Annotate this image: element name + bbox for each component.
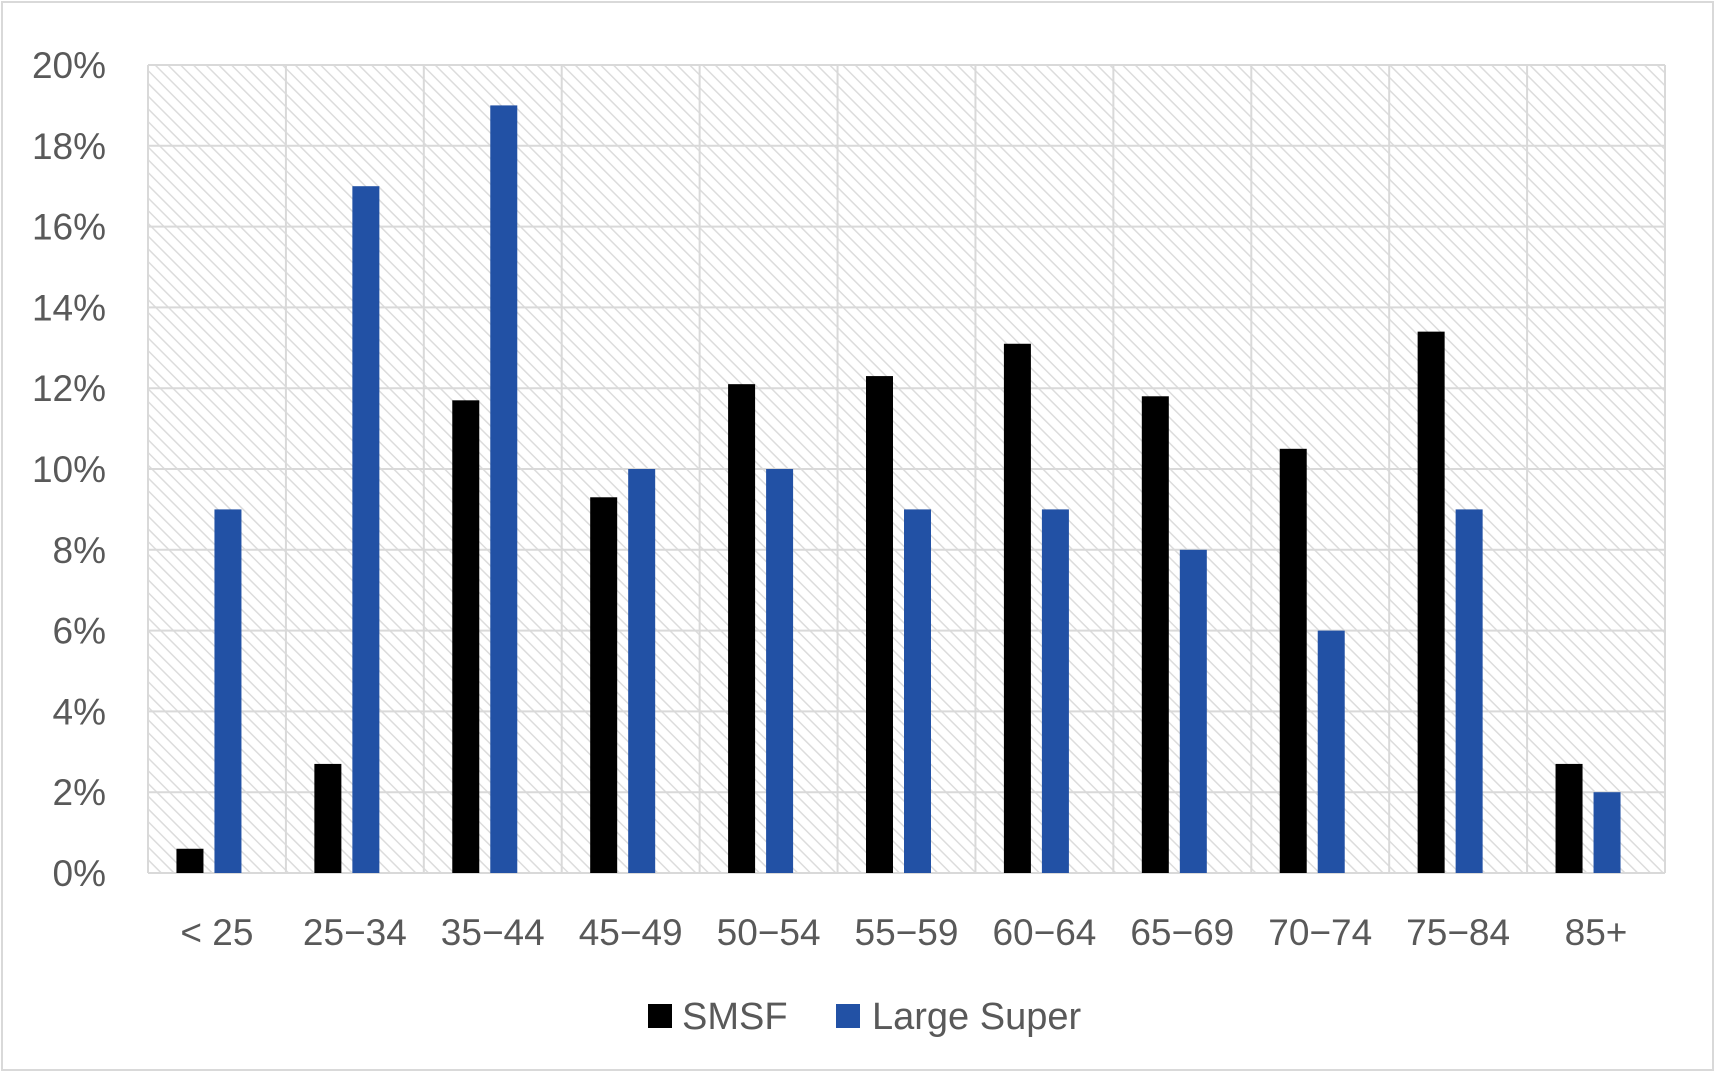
y-tick-label: 0% (53, 853, 106, 894)
gridlines (147, 64, 1666, 874)
bar-smsf (1555, 763, 1583, 873)
bar-large-super (904, 509, 931, 873)
legend-swatch-large-super (836, 1004, 860, 1028)
y-tick-label: 12% (32, 368, 106, 409)
y-tick-label: 20% (32, 45, 106, 86)
x-tick-label: 70−74 (1268, 912, 1372, 953)
x-axis: < 25 25−34 35−44 45−49 50−54 55−59 60−64 65−69 7… (180, 912, 1627, 953)
bar-large-super (1593, 792, 1621, 873)
bar-smsf (728, 384, 756, 873)
bar-large-super (766, 469, 794, 873)
x-tick-label: 25−34 (303, 912, 407, 953)
y-axis: 0% 2% 4% 6% 8% 10% 12% 14% 16% 18% 20% (32, 45, 106, 894)
y-tick-label: 16% (32, 207, 106, 248)
x-tick-label: 55−59 (855, 912, 959, 953)
bar-large-super (352, 186, 380, 873)
bar-smsf (590, 497, 618, 873)
y-tick-label: 10% (32, 449, 106, 490)
y-tick-label: 14% (32, 287, 106, 328)
y-tick-label: 8% (53, 530, 106, 571)
x-tick-label: 60−64 (992, 912, 1096, 953)
x-tick-label: 75−84 (1406, 912, 1510, 953)
bar-smsf (1141, 396, 1169, 873)
bar-large-super (1041, 509, 1069, 873)
y-tick-label: 18% (32, 126, 106, 167)
y-tick-label: 6% (53, 611, 106, 652)
bar-large-super (1179, 549, 1207, 873)
x-tick-label: 85+ (1565, 912, 1628, 953)
bar-large-super (628, 469, 656, 873)
x-tick-label: 50−54 (717, 912, 821, 953)
bar-smsf (314, 763, 342, 873)
x-tick-label: < 25 (180, 912, 253, 953)
bar-smsf (176, 848, 204, 873)
legend: SMSF Large Super (648, 996, 1081, 1038)
bars (176, 105, 1621, 873)
x-tick-label: 65−69 (1130, 912, 1234, 953)
bar-smsf (452, 400, 480, 873)
bar-smsf (1003, 343, 1031, 873)
bar-large-super (490, 105, 518, 873)
legend-label-large-super: Large Super (872, 996, 1081, 1038)
legend-swatch-smsf (648, 1004, 672, 1028)
y-tick-label: 2% (53, 772, 106, 813)
legend-label-smsf: SMSF (682, 996, 788, 1038)
x-tick-label: 45−49 (579, 912, 683, 953)
bar-large-super (214, 509, 242, 873)
bar-smsf (1279, 448, 1307, 873)
y-tick-label: 4% (53, 691, 106, 732)
bar-smsf (1417, 331, 1445, 873)
bar-large-super (1455, 509, 1483, 873)
x-tick-label: 35−44 (441, 912, 545, 953)
bar-large-super (1317, 630, 1345, 873)
bar-smsf (866, 376, 893, 873)
